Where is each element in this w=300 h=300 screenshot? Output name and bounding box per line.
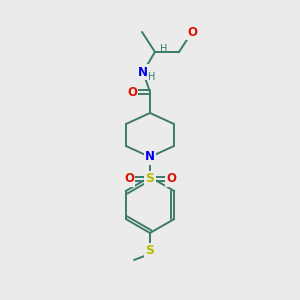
Text: O: O <box>166 172 176 185</box>
Text: H: H <box>160 44 168 54</box>
Text: S: S <box>146 172 154 185</box>
Text: O: O <box>124 172 134 185</box>
Text: N: N <box>145 151 155 164</box>
Text: S: S <box>146 244 154 257</box>
Text: O: O <box>127 85 137 98</box>
Text: H: H <box>148 72 156 82</box>
Text: O: O <box>187 26 197 38</box>
Text: N: N <box>138 65 148 79</box>
